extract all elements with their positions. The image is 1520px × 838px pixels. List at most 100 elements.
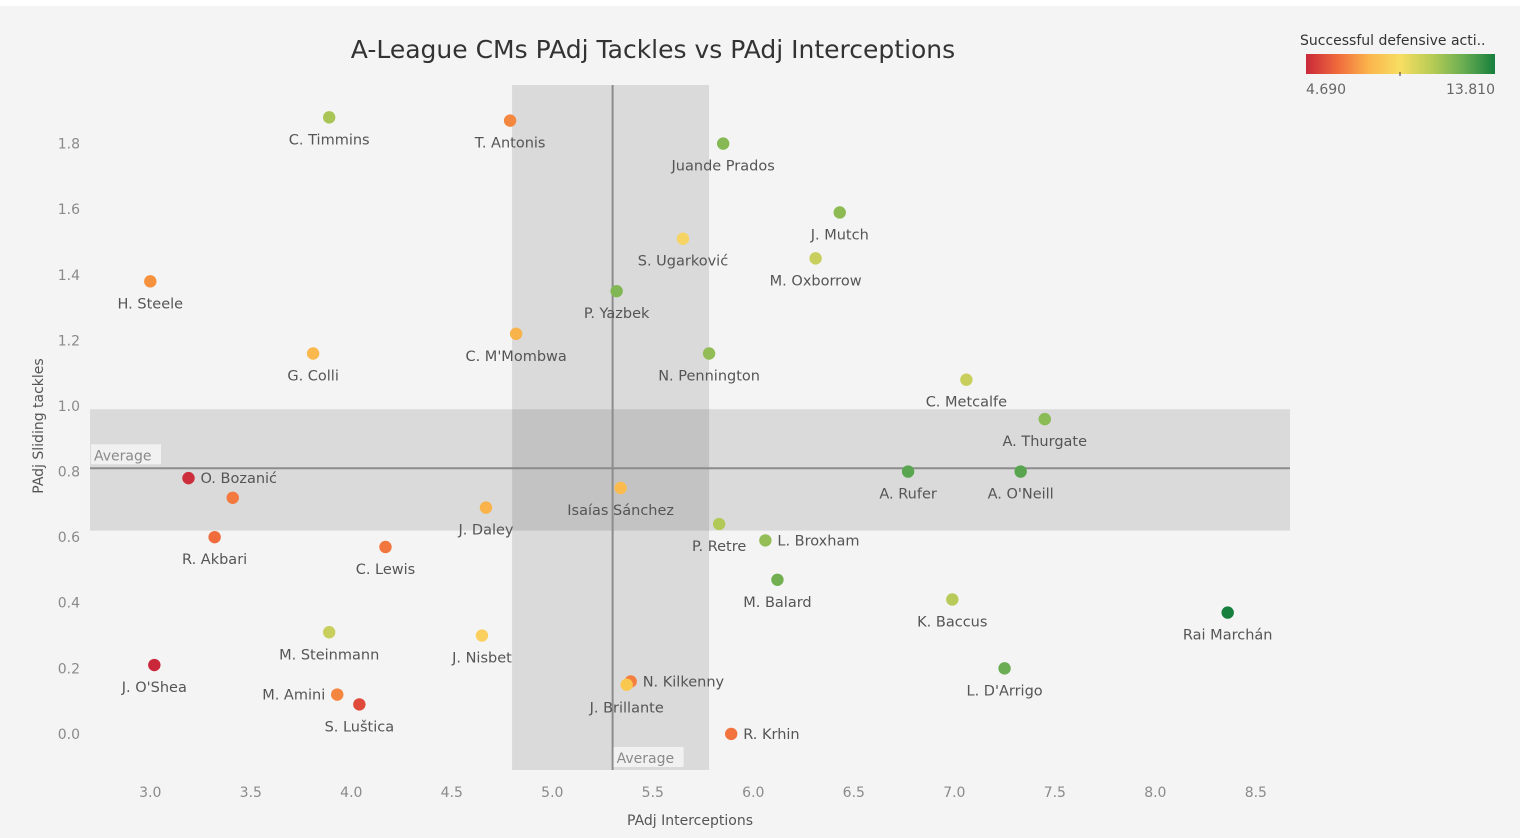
point-label: Isaías Sánchez: [567, 503, 674, 519]
point-labels: C. Timmins T. Antonis Juande Prados J. Mutc…: [118, 132, 1273, 743]
point-label: A. Thurgate: [1003, 434, 1088, 450]
color-legend-max: 13.810: [1446, 82, 1495, 98]
point-label: J. O'Shea: [121, 680, 187, 696]
data-point[interactable]: [1014, 465, 1027, 478]
y-tick-label: 0.8: [58, 465, 80, 481]
data-point[interactable]: [509, 327, 523, 341]
y-tick-label: 0.6: [58, 530, 80, 546]
data-point[interactable]: [712, 517, 726, 531]
point-label: T. Antonis: [474, 136, 546, 152]
y-tick-label: 1.8: [58, 137, 80, 153]
data-point[interactable]: [759, 534, 772, 547]
point-label: M. Oxborrow: [770, 273, 862, 289]
point-label: P. Retre: [692, 539, 746, 555]
x-tick-label: 7.5: [1044, 785, 1066, 801]
x-tick-label: 5.0: [541, 785, 563, 801]
data-point[interactable]: [306, 347, 320, 360]
x-average-label: Average: [617, 751, 675, 767]
y-tick-label: 0.4: [58, 596, 80, 612]
data-point[interactable]: [610, 284, 623, 298]
y-average-band: [90, 409, 1290, 531]
data-point[interactable]: [322, 111, 336, 124]
color-legend: Successful defensive acti.. 4.690 13.810: [1300, 33, 1495, 98]
point-label: S. Luštica: [325, 719, 395, 735]
point-label: J. Daley: [457, 523, 513, 539]
y-tick-label: 1.6: [58, 202, 80, 218]
x-average-band: [512, 85, 710, 770]
data-point[interactable]: [901, 465, 915, 478]
point-label: G. Colli: [287, 368, 339, 384]
y-tick-label: 1.2: [58, 333, 80, 349]
data-point[interactable]: [716, 137, 730, 150]
data-point[interactable]: [725, 727, 738, 741]
y-average-label-bg: [91, 444, 161, 465]
x-axis-ticks: 3.0 3.5 4.0 4.5 5.0 5.5 6.0 6.5 7.0 7.5 8.0 8.5: [139, 785, 1267, 801]
point-label: L. D'Arrigo: [967, 683, 1043, 699]
data-point[interactable]: [620, 678, 633, 691]
point-label: M. Amini: [262, 688, 325, 704]
point-label: R. Krhin: [743, 727, 799, 743]
data-point[interactable]: [771, 573, 784, 586]
point-label: R. Akbari: [182, 552, 247, 568]
data-point[interactable]: [809, 252, 822, 265]
data-point[interactable]: [1038, 412, 1051, 426]
data-point[interactable]: [226, 491, 239, 504]
x-tick-label: 4.0: [340, 785, 362, 801]
data-point[interactable]: [353, 698, 366, 711]
data-point[interactable]: [676, 232, 690, 245]
x-tick-label: 6.5: [843, 785, 865, 801]
point-label: Rai Marchán: [1183, 628, 1273, 644]
point-label: M. Steinmann: [279, 647, 379, 663]
point-label: M. Balard: [743, 595, 811, 611]
data-point[interactable]: [833, 206, 846, 219]
point-label: H. Steele: [118, 296, 184, 312]
x-axis-title: PAdj Interceptions: [627, 813, 753, 829]
point-label: Juande Prados: [671, 159, 775, 175]
data-point[interactable]: [379, 540, 392, 554]
data-point[interactable]: [148, 658, 161, 672]
chart-title: A-League CMs PAdj Tackles vs PAdj Interc…: [351, 35, 955, 64]
point-label: N. Kilkenny: [643, 674, 725, 690]
point-label: S. Ugarković: [638, 254, 728, 270]
y-axis-ticks: 0.0 0.2 0.4 0.6 0.8 1.0 1.2 1.4 1.6 1.8: [58, 137, 80, 743]
y-tick-label: 0.2: [58, 661, 80, 677]
data-point[interactable]: [322, 626, 336, 639]
x-average-label-bg: [613, 747, 684, 767]
data-point[interactable]: [144, 275, 157, 288]
y-tick-label: 0.0: [58, 727, 80, 743]
x-tick-label: 8.5: [1245, 785, 1267, 801]
data-point[interactable]: [702, 347, 716, 360]
data-point[interactable]: [960, 373, 973, 386]
data-point[interactable]: [946, 593, 959, 606]
y-tick-label: 1.0: [58, 399, 80, 415]
y-axis-title: PAdj Sliding tackles: [31, 358, 47, 493]
data-point[interactable]: [479, 501, 493, 514]
x-tick-label: 4.5: [441, 785, 463, 801]
x-tick-label: 8.0: [1144, 785, 1166, 801]
x-tick-label: 6.0: [742, 785, 764, 801]
data-point[interactable]: [208, 530, 221, 544]
data-points: [144, 111, 1234, 741]
x-tick-label: 3.0: [139, 785, 161, 801]
x-tick-label: 5.5: [642, 785, 664, 801]
point-label: C. Timmins: [289, 132, 370, 148]
point-label: A. O'Neill: [988, 487, 1054, 503]
data-point[interactable]: [998, 662, 1011, 675]
point-label: C. Metcalfe: [926, 395, 1007, 411]
data-point[interactable]: [331, 688, 344, 701]
data-point[interactable]: [614, 481, 627, 495]
chart-panel: Average Average 0.0 0.2 0.4 0.6 0.8 1.0 1.2 1.4 1…: [0, 6, 1520, 838]
average-bands: [90, 85, 1290, 770]
point-label: L. Broxham: [777, 533, 859, 549]
point-label: J. Nisbet: [451, 651, 512, 667]
point-label: C. M'Mombwa: [465, 349, 566, 365]
y-tick-label: 1.4: [58, 268, 80, 284]
data-point[interactable]: [475, 629, 489, 642]
point-label: A. Rufer: [879, 487, 937, 503]
x-tick-label: 3.5: [240, 785, 262, 801]
data-point[interactable]: [182, 471, 195, 485]
data-point[interactable]: [503, 114, 517, 127]
scatter-chart: Average Average 0.0 0.2 0.4 0.6 0.8 1.0 1.2 1.4 1…: [31, 33, 1495, 829]
point-label: C. Lewis: [356, 562, 416, 578]
data-point[interactable]: [1221, 606, 1234, 619]
